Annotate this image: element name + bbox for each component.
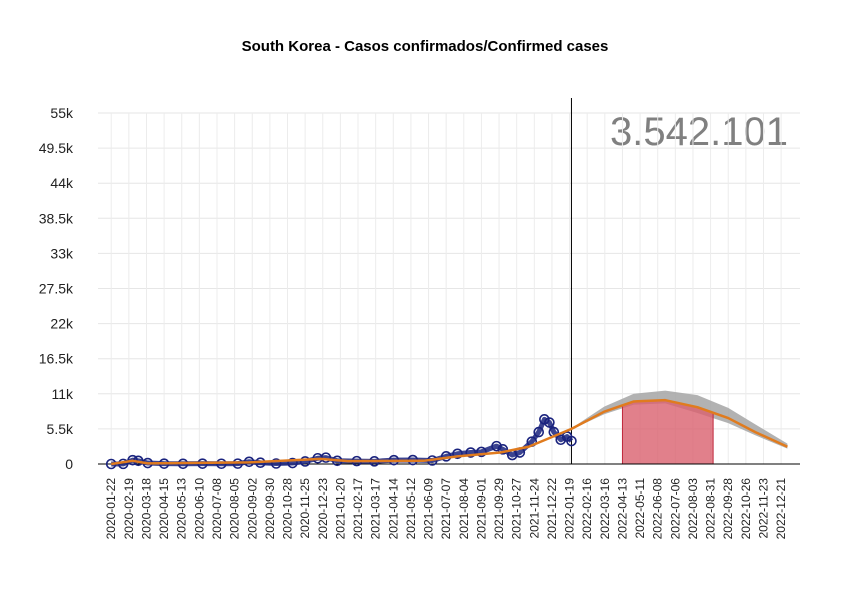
observed-point	[299, 456, 311, 467]
x-tick-label: 2021-08-04	[457, 478, 471, 540]
y-tick-label: 33k	[50, 245, 74, 261]
y-tick-label: 38.5k	[39, 210, 74, 226]
y-tick-label: 5.5k	[47, 421, 74, 437]
x-tick-label: 2022-06-08	[651, 478, 665, 540]
y-tick-label: 22k	[50, 316, 74, 332]
observed-point	[566, 435, 577, 447]
observed-point	[127, 454, 138, 466]
x-tick-label: 2020-09-02	[245, 478, 259, 540]
x-tick-label: 2021-12-22	[545, 478, 559, 540]
x-tick-label: 2022-05-11	[633, 478, 647, 539]
x-tick-label: 2021-06-09	[422, 478, 436, 540]
x-tick-label: 2021-03-17	[369, 478, 383, 540]
x-tick-label: 2022-12-21	[774, 478, 788, 540]
y-tick-label: 44k	[50, 175, 74, 191]
y-tick-label: 0	[65, 456, 73, 472]
x-tick-label: 2021-02-17	[351, 478, 365, 540]
observed-point	[497, 444, 509, 455]
x-tick-label: 2020-06-10	[192, 478, 206, 540]
x-tick-label: 2021-11-24	[527, 478, 541, 539]
observed-point	[452, 448, 463, 460]
x-tick-label: 2021-04-14	[386, 478, 400, 540]
x-tick-label: 2022-02-16	[580, 478, 594, 540]
x-tick-label: 2022-10-26	[739, 478, 753, 540]
x-tick-label: 2020-10-28	[281, 478, 295, 540]
y-tick-label: 27.5k	[39, 281, 74, 297]
x-tick-label: 2020-03-18	[139, 478, 153, 540]
x-tick-label: 2021-01-20	[333, 478, 347, 540]
observed-point	[491, 440, 502, 452]
x-tick-label: 2022-08-31	[704, 478, 718, 540]
x-tick-label: 2020-08-05	[228, 478, 242, 540]
y-tick-label: 11k	[51, 386, 74, 402]
peak-area	[621, 399, 714, 465]
observed-point	[533, 426, 545, 438]
x-tick-label: 2022-04-13	[615, 478, 629, 540]
x-tick-label: 2020-01-22	[104, 478, 118, 540]
observed-point	[555, 434, 567, 446]
fitted-curve	[111, 398, 788, 466]
x-tick-label: 2020-12-23	[316, 478, 330, 540]
x-tick-label: 2020-07-08	[210, 478, 224, 540]
x-tick-label: 2021-09-01	[474, 478, 488, 540]
observed-point	[476, 446, 487, 458]
observed-point	[270, 458, 282, 469]
x-tick-label: 2020-09-30	[263, 478, 277, 540]
x-tick-label: 2022-03-16	[598, 478, 612, 540]
observed-point	[544, 417, 555, 428]
y-tick-label: 49.5k	[39, 140, 74, 156]
observed-point	[320, 452, 332, 463]
x-tick-label: 2021-10-27	[510, 478, 524, 540]
x-tick-label: 2021-05-12	[404, 478, 418, 540]
observed-series-line	[111, 416, 574, 467]
x-tick-label: 2022-08-03	[686, 478, 700, 540]
x-tick-label: 2020-11-25	[298, 478, 312, 539]
x-tick-label: 2022-11-23	[756, 478, 770, 539]
x-tick-label: 2020-04-15	[157, 478, 171, 540]
y-tick-label: 55k	[50, 105, 74, 121]
x-tick-label: 2022-01-19	[563, 478, 577, 540]
x-tick-label: 2022-07-06	[668, 478, 682, 540]
x-tick-label: 2022-09-28	[721, 478, 735, 540]
x-tick-label: 2021-09-29	[492, 478, 506, 540]
y-tick-label: 16.5k	[39, 351, 74, 367]
chart-title: South Korea - Casos confirmados/Confirme…	[241, 38, 609, 55]
x-tick-label: 2020-05-13	[175, 478, 189, 540]
x-tick-label: 2021-07-07	[439, 478, 453, 540]
observed-point	[465, 447, 477, 458]
x-tick-label: 2020-02-19	[122, 478, 136, 540]
observed-point	[287, 457, 298, 469]
